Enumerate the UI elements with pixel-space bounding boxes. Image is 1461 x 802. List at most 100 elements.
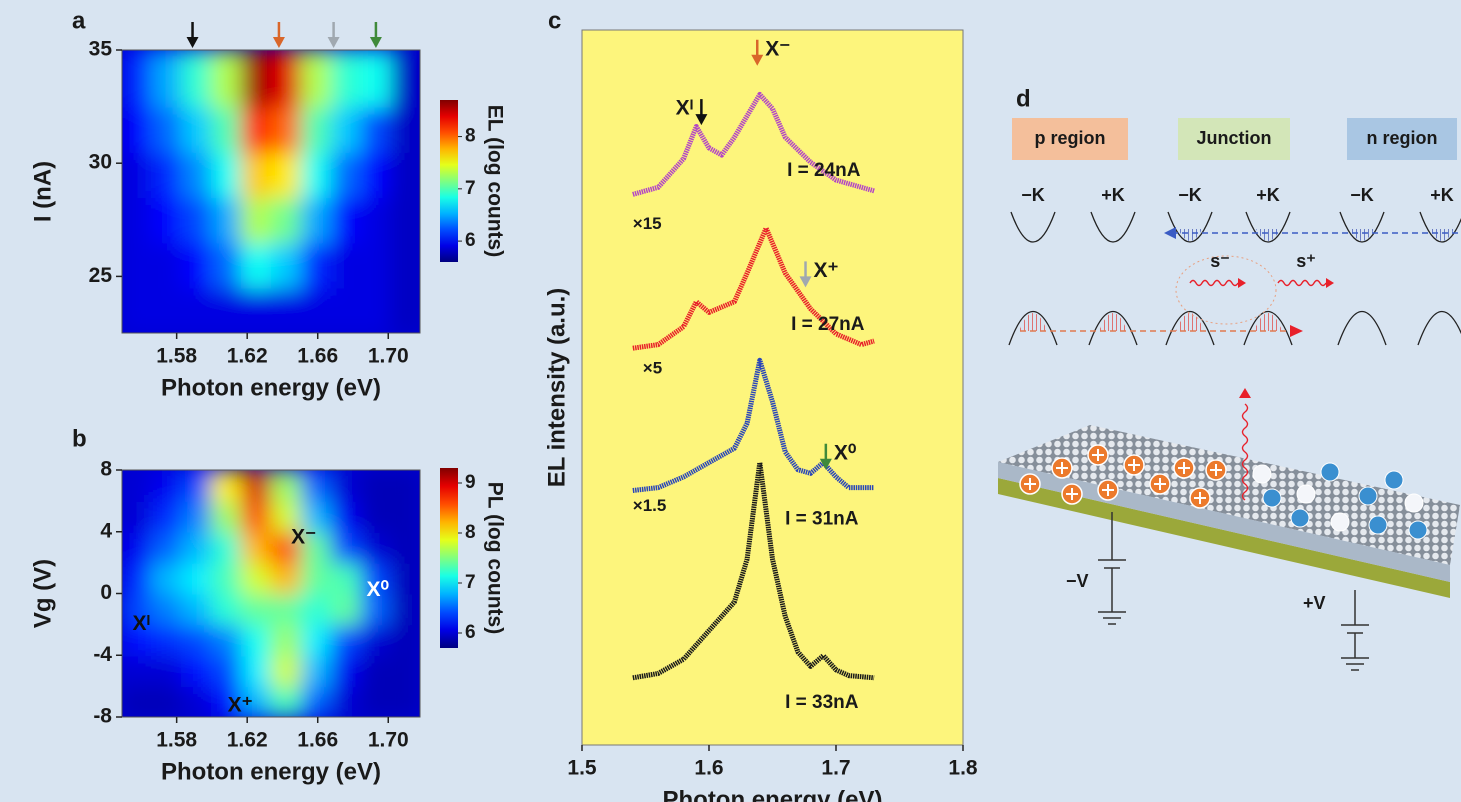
cell [151,287,183,334]
cell [271,623,303,656]
y-tick-label: -8 [93,705,112,728]
cell [181,685,213,718]
cell [181,593,213,626]
cell [241,196,273,243]
y-tick-label: 0 [100,581,112,604]
colorbar-tick-label: 7 [465,178,476,199]
cell [361,531,393,564]
series-label: I = 31nA [785,509,859,530]
panel-label: b [72,425,87,452]
cell [241,531,273,564]
x-axis-label: Photon energy (eV) [161,758,381,785]
cell [151,531,183,564]
cell [361,241,393,288]
cell [211,654,243,687]
y-tick-label: 25 [89,264,113,287]
colorbar [440,468,458,648]
cell [331,196,363,243]
annotation: X⁻ [765,37,790,60]
cell [361,151,393,198]
colorbar [440,100,458,262]
cell [391,562,421,595]
cell [151,196,183,243]
x-axis-label: Photon energy (eV) [161,374,381,401]
series-label: I = 33nA [785,692,859,713]
valley-label: +K [1430,185,1454,205]
cell [331,500,363,533]
x-tick-label: 1.70 [368,345,409,368]
cell [151,685,183,718]
cell [241,151,273,198]
valley-label: −K [1350,185,1374,205]
cell [181,562,213,595]
cell [121,287,153,334]
cell [241,654,273,687]
cell [211,49,243,108]
cell [361,106,393,153]
cell [121,106,153,153]
cell [391,623,421,656]
cell [361,500,393,533]
x-tick-label: 1.66 [297,345,338,368]
cell [391,106,421,153]
cell [361,287,393,334]
cell [151,562,183,595]
cell [211,469,243,502]
cell [331,469,363,502]
cell [241,49,273,108]
cell [181,106,213,153]
cell [271,196,303,243]
arrow-head [1239,388,1251,398]
y-axis-label: Vg (V) [29,559,56,628]
fill-electrons [1256,229,1280,241]
cell [391,241,421,288]
arrow-head [370,37,382,48]
figure: d p region Junction n region −K +K −K +K… [0,0,1461,802]
bands [1009,212,1461,345]
cell [181,531,213,564]
annotation: X⁺ [814,259,839,282]
cell [271,151,303,198]
cell [361,654,393,687]
y-axis-label: I (nA) [29,161,56,222]
y-tick-label: 35 [89,38,113,61]
cell [361,49,393,108]
cell [181,151,213,198]
cell [121,469,153,502]
cell [271,49,303,108]
cell [151,151,183,198]
cell [181,623,213,656]
cell [391,49,421,108]
cell [361,685,393,718]
scale-label: ×15 [633,214,662,233]
cell [211,287,243,334]
cell [361,623,393,656]
cell [331,685,363,718]
cell [241,241,273,288]
cell [331,151,363,198]
cell [391,593,421,626]
cell [121,500,153,533]
y-tick-label: 30 [89,151,112,174]
cell [211,593,243,626]
diagram: d p region Junction n region −K +K −K +K… [998,85,1461,670]
cell [241,593,273,626]
panel-label: a [72,7,86,34]
cell [361,469,393,502]
fill-holes [1176,313,1204,331]
cell [271,106,303,153]
cell [331,654,363,687]
cell [301,196,333,243]
heatmap [121,49,421,334]
cell [301,654,333,687]
y-tick-label: -4 [93,643,112,666]
cell [301,685,333,718]
fill-holes [1099,313,1127,331]
annotation: X⁻ [291,525,316,548]
cell [271,562,303,595]
cell [391,287,421,334]
cell [331,49,363,108]
cell [211,500,243,533]
region-label: p region [1035,128,1106,148]
region-label: n region [1367,128,1438,148]
